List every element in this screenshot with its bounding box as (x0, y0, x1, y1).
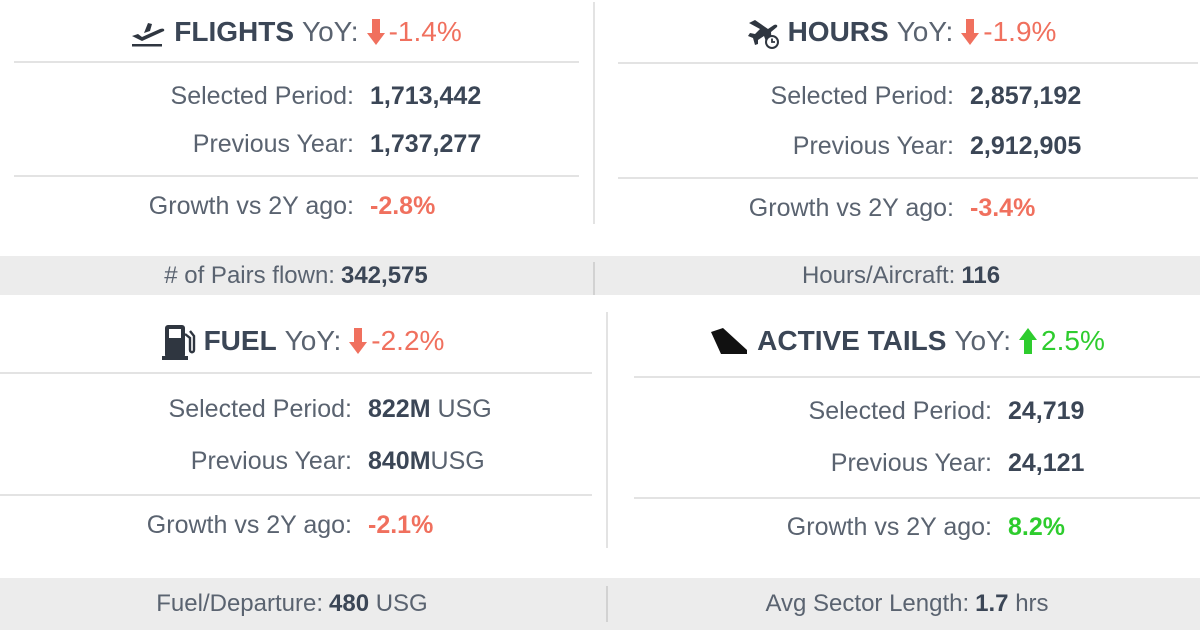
fuel-panel: FUEL YoY: -2.2% Selected Period: 822M US… (0, 300, 606, 575)
summary-band-bottom: Fuel/Departure: 480 USG Avg Sector Lengt… (0, 578, 1200, 630)
flights-yoy-label: YoY: (302, 16, 359, 47)
flights-selected-row: Selected Period: 1,713,442 (0, 82, 482, 111)
avg-sector-length-value: 1.7 (975, 590, 1009, 617)
avg-sector-length-label: Avg Sector Length: (765, 590, 970, 617)
hours-previous-row: Previous Year: 2,912,905 (602, 132, 1081, 161)
divider (634, 376, 1200, 378)
previous-year-label: Previous Year: (192, 130, 354, 158)
tails-selected-row: Selected Period: 24,719 (614, 397, 1085, 426)
previous-year-label: Previous Year: (792, 132, 954, 160)
divider (618, 62, 1198, 64)
tails-title: ACTIVE TAILS (757, 325, 947, 356)
arrow-down-icon (366, 19, 385, 45)
growth-value: 8.2% (1008, 513, 1065, 541)
previous-year-value: 2,912,905 (970, 132, 1082, 160)
hours-per-aircraft-value: 116 (961, 261, 1001, 289)
growth-label: Growth vs 2Y ago: (786, 513, 992, 541)
growth-label: Growth vs 2Y ago: (146, 511, 352, 539)
flights-panel: FLIGHTS YoY: -1.4% Selected Period: 1,71… (0, 0, 592, 250)
hours-yoy-value: -1.9% (983, 16, 1057, 47)
fuel-yoy-value: -2.2% (371, 325, 445, 356)
active-tails-panel: ACTIVE TAILS YoY: 2.5% Selected Period: … (614, 300, 1200, 575)
tails-previous-row: Previous Year: 24,121 (614, 449, 1085, 478)
growth-value: -3.4% (970, 194, 1036, 222)
tails-header: ACTIVE TAILS YoY: 2.5% (614, 320, 1200, 362)
fuel-yoy-label: YoY: (284, 325, 342, 356)
previous-year-label: Previous Year: (190, 447, 352, 475)
selected-period-value: 822M (368, 395, 431, 423)
avg-sector-length-unit: hrs (1008, 590, 1049, 617)
summary-band-top: # of Pairs flown: 342,575 Hours/Aircraft… (0, 256, 1200, 295)
growth-label: Growth vs 2Y ago: (748, 194, 954, 222)
hours-per-aircraft-cell: Hours/Aircraft: 116 (602, 256, 1200, 295)
fuel-header: FUEL YoY: -2.2% (0, 320, 606, 362)
selected-period-label: Selected Period: (808, 397, 992, 425)
hours-growth-row: Growth vs 2Y ago: -3.4% (602, 194, 1036, 223)
growth-value: -2.8% (370, 192, 436, 220)
flights-yoy-value: -1.4% (388, 16, 462, 47)
selected-period-value: 1,713,442 (370, 82, 482, 110)
fuel-previous-row: Previous Year: 840M USG (0, 447, 485, 476)
tails-growth-row: Growth vs 2Y ago: 8.2% (614, 513, 1065, 542)
selected-period-value: 24,719 (1008, 397, 1085, 425)
tails-yoy-value: 2.5% (1041, 325, 1105, 356)
selected-period-value: 2,857,192 (970, 82, 1082, 110)
divider (14, 175, 579, 177)
plane-takeoff-icon (130, 16, 166, 48)
tails-yoy-label: YoY: (954, 325, 1012, 356)
divider (634, 497, 1200, 499)
hours-selected-row: Selected Period: 2,857,192 (602, 82, 1082, 111)
fuel-per-departure-cell: Fuel/Departure: 480 USG (0, 578, 584, 630)
growth-value: -2.1% (368, 511, 434, 539)
hours-panel: HOURS YoY: -1.9% Selected Period: 2,857,… (602, 0, 1200, 250)
hours-per-aircraft-label: Hours/Aircraft: (801, 261, 956, 289)
growth-label: Growth vs 2Y ago: (148, 192, 354, 220)
flights-previous-row: Previous Year: 1,737,277 (0, 130, 481, 159)
plane-clock-icon (746, 15, 780, 49)
vertical-divider (593, 262, 595, 295)
hours-yoy-label: YoY: (896, 16, 954, 47)
avg-sector-length-cell: Avg Sector Length: 1.7 hrs (614, 578, 1200, 630)
arrow-down-icon (349, 328, 368, 354)
divider (0, 372, 592, 374)
fuel-per-departure-label: Fuel/Departure: (156, 590, 323, 617)
selected-period-label: Selected Period: (770, 82, 954, 110)
tail-fin-icon (709, 326, 749, 356)
selected-period-label: Selected Period: (170, 82, 354, 110)
previous-year-value: 24,121 (1008, 449, 1085, 477)
pairs-flown-label: # of Pairs flown: (164, 261, 335, 289)
vertical-divider (606, 312, 608, 548)
arrow-up-icon (1019, 328, 1038, 354)
previous-year-value: 1,737,277 (370, 130, 482, 158)
selected-period-label: Selected Period: (168, 395, 352, 423)
divider (618, 177, 1198, 179)
fuel-growth-row: Growth vs 2Y ago: -2.1% (0, 511, 434, 540)
fuel-selected-row: Selected Period: 822M USG (0, 395, 492, 424)
pairs-flown-value: 342,575 (340, 261, 428, 289)
previous-year-unit: USG (430, 447, 485, 475)
fuel-title: FUEL (203, 325, 277, 356)
selected-period-unit: USG (430, 395, 492, 423)
fuel-per-departure-value: 480 (329, 590, 370, 617)
previous-year-value: 840M (368, 447, 431, 475)
hours-header: HOURS YoY: -1.9% (602, 12, 1200, 52)
fuel-pump-icon (161, 322, 196, 360)
arrow-down-icon (961, 19, 980, 45)
flights-title: FLIGHTS (174, 16, 294, 47)
divider (0, 494, 592, 496)
fuel-per-departure-unit: USG (369, 590, 428, 617)
flights-growth-row: Growth vs 2Y ago: -2.8% (0, 192, 436, 221)
vertical-divider (593, 2, 595, 224)
hours-title: HOURS (787, 16, 889, 47)
pairs-flown-cell: # of Pairs flown: 342,575 (0, 256, 592, 295)
previous-year-label: Previous Year: (830, 449, 992, 477)
divider (14, 61, 579, 63)
flights-header: FLIGHTS YoY: -1.4% (0, 12, 592, 52)
vertical-divider (606, 586, 608, 622)
